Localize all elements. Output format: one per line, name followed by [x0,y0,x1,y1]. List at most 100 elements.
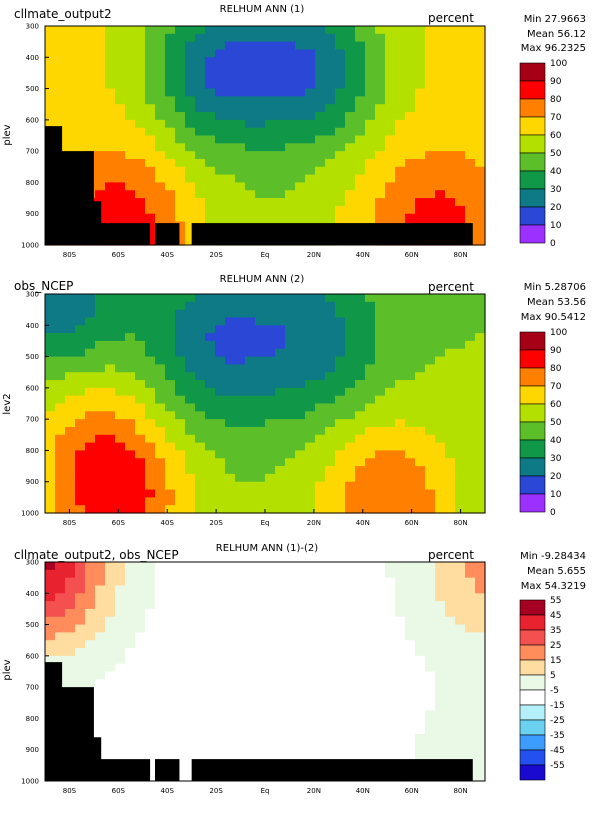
heatmap-cell [445,356,456,365]
heatmap-cell [185,57,196,66]
heatmap-cell [175,569,186,579]
heatmap-cell [225,655,236,665]
heatmap-cell [405,387,416,397]
heatmap-cell [315,317,326,326]
heatmap-cell [335,663,346,673]
heatmap-cell [365,458,376,467]
heatmap-cell [195,569,206,579]
heatmap-cell [85,411,96,420]
heatmap-cell [345,182,356,191]
heatmap-cell [215,663,226,673]
heatmap-cell [435,57,446,66]
heatmap-cell [285,333,296,342]
heatmap-cell [275,317,286,326]
heatmap-cell [295,127,306,137]
heatmap-cell [225,49,236,58]
heatmap-cell [195,601,206,610]
heatmap-cell [65,104,76,113]
heatmap-cell [245,96,256,105]
heatmap-cell [75,473,86,483]
heatmap-cell [315,624,326,633]
heatmap-cell [465,497,476,506]
heatmap-cell [155,734,166,743]
heatmap-cell [145,403,156,412]
heatmap-cell [185,135,196,144]
heatmap-cell [245,481,256,491]
heatmap-cell [365,112,376,121]
heatmap-cell [65,616,76,626]
heatmap-cell [405,26,416,35]
heatmap-cell [385,356,396,365]
heatmap-cell [175,198,186,207]
heatmap-cell [295,749,306,759]
heatmap-cell [125,143,136,152]
heatmap-cell [315,687,326,696]
heatmap-cell [145,773,156,782]
heatmap-cell [425,671,436,680]
colorbar-swatch [519,689,546,706]
heatmap-cell [45,395,56,405]
heatmap-cell [145,648,156,657]
heatmap-cell [215,411,226,420]
x-tick-label: 60S [112,519,126,527]
heatmap-cell [325,72,336,82]
heatmap-cell [275,301,286,311]
heatmap-cell [115,174,126,184]
heatmap-cell [255,450,266,459]
heatmap-cell [365,325,376,334]
heatmap-cell [435,442,446,452]
heatmap-cell [75,33,86,43]
heatmap-cell [185,372,196,381]
heatmap-cell [185,112,196,121]
heatmap-cell [215,616,226,626]
heatmap-cell [195,749,206,759]
heatmap-cell [95,356,106,365]
heatmap-cell [115,734,126,743]
heatmap-cell [315,505,326,514]
heatmap-cell [265,372,276,381]
heatmap-cell [115,419,126,428]
heatmap-cell [295,426,306,436]
heatmap-cell [125,49,136,58]
heatmap-cell [455,608,466,618]
heatmap-cell [335,96,346,105]
heatmap-cell [195,632,206,641]
heatmap-cell [375,317,386,326]
heatmap-cell [395,57,406,66]
heatmap-cell [455,294,466,303]
heatmap-cell [445,593,456,602]
heatmap-cell [165,411,176,420]
heatmap-cell [75,450,86,459]
heatmap-cell [355,65,366,74]
heatmap-cell [205,104,216,113]
colorbar-swatch [519,719,546,736]
heatmap-cell [365,749,376,759]
heatmap-cell [335,726,346,735]
heatmap-cell [175,80,186,90]
heatmap-cell [265,317,276,326]
heatmap-cell [405,489,416,498]
heatmap-cell [105,205,116,215]
heatmap-cell [215,294,226,303]
heatmap-cell [295,26,306,35]
heatmap-cell [185,229,196,238]
heatmap-cell [95,434,106,444]
heatmap-cell [85,640,96,649]
heatmap-cell [195,419,206,428]
heatmap-cell [205,205,216,215]
heatmap-cell [325,497,336,506]
heatmap-cell [95,466,106,475]
heatmap-cell [285,198,296,207]
heatmap-cell [255,190,266,199]
heatmap-cell [245,648,256,657]
heatmap-cell [305,749,316,759]
heatmap-cell [395,119,406,129]
heatmap-cell [155,434,166,444]
heatmap-cell [225,119,236,129]
heatmap-cell [205,497,216,506]
heatmap-cell [325,151,336,160]
heatmap-cell [445,601,456,610]
heatmap-cell [345,127,356,137]
heatmap-cell [405,601,416,610]
heatmap-cell [445,372,456,381]
